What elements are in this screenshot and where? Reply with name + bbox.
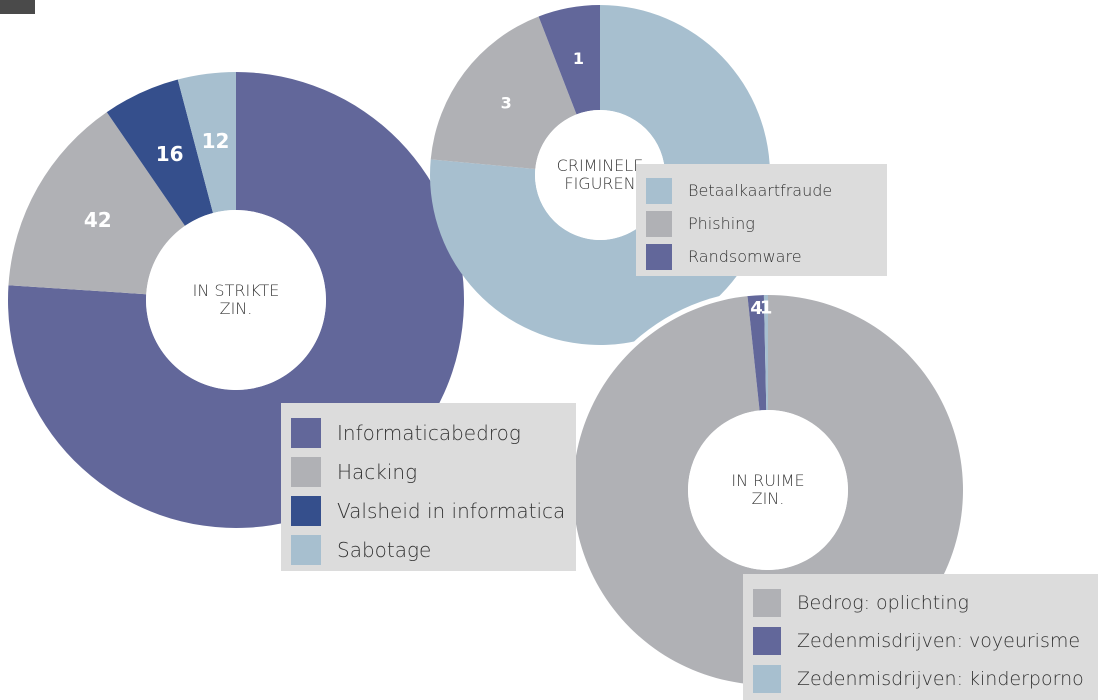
- legend-label: Zedenmisdrijven: voyeurisme: [797, 630, 1081, 652]
- legend-item: Valsheid in informatica: [291, 491, 566, 530]
- legend-swatch: [646, 210, 672, 237]
- donut-hole: [146, 210, 326, 390]
- legend-swatch: [753, 665, 781, 693]
- legend-label: Zedenmisdrijven: kinderporno: [797, 668, 1084, 690]
- donut-slice: [106, 79, 214, 226]
- legend-item: Bedrog: oplichting: [753, 584, 1088, 622]
- legend: Bedrog: oplichting Zedenmisdrijven: voyeu…: [743, 574, 1098, 700]
- legend-swatch: [753, 627, 781, 655]
- donut-slice: [8, 112, 185, 295]
- center-label: IN RUIME ZIN.: [731, 470, 805, 508]
- legend-swatch: [291, 456, 321, 487]
- legend-swatch: [291, 534, 321, 565]
- legend-label: Sabotage: [337, 537, 432, 562]
- legend: Informaticabedrog Hacking Valsheid in info…: [281, 403, 576, 571]
- data-label: 42: [84, 208, 112, 232]
- data-label: 1: [760, 298, 773, 319]
- donut-hole: [535, 110, 665, 240]
- data-label: 3: [501, 94, 512, 113]
- legend-label: Informaticabedrog: [337, 420, 521, 445]
- corner-block: [0, 0, 35, 14]
- donut-slice: [430, 16, 577, 170]
- center-label: IN STRIKTE ZIN.: [192, 280, 280, 318]
- data-label: 12: [202, 129, 230, 153]
- legend-item: Zedenmisdrijven: voyeurisme: [753, 622, 1088, 660]
- legend-item: Phishing: [646, 207, 877, 240]
- legend-item: Informaticabedrog: [291, 413, 566, 452]
- legend-swatch: [291, 495, 321, 526]
- legend-item: Betaalkaartfraude: [646, 174, 877, 207]
- data-label: 4: [750, 298, 763, 319]
- data-label: 16: [156, 142, 184, 166]
- donut-slice: [538, 5, 600, 115]
- legend-item: Sabotage: [291, 530, 566, 569]
- legend-label: Randsomware: [688, 247, 802, 266]
- legend: Betaalkaartfraude Phishing Randsomware: [636, 164, 887, 276]
- legend-swatch: [291, 417, 321, 448]
- legend-swatch: [646, 243, 672, 270]
- legend-label: Valsheid in informatica: [337, 498, 566, 523]
- donut-slice: [177, 72, 236, 213]
- legend-label: Phishing: [688, 214, 755, 233]
- legend-label: Hacking: [337, 459, 418, 484]
- legend-label: Bedrog: oplichting: [797, 592, 969, 614]
- donut-slice: [747, 295, 767, 411]
- legend-item: Hacking: [291, 452, 566, 491]
- legend-swatch: [753, 589, 781, 617]
- donut-slice: [763, 295, 768, 411]
- center-label: CRIMINELE FIGUREN: [556, 155, 644, 193]
- legend-item: Randsomware: [646, 240, 877, 273]
- data-label: 1: [573, 49, 584, 68]
- donut-hole: [688, 410, 848, 570]
- legend-label: Betaalkaartfraude: [688, 181, 833, 200]
- legend-swatch: [646, 177, 672, 204]
- legend-item: Zedenmisdrijven: kinderporno: [753, 660, 1088, 698]
